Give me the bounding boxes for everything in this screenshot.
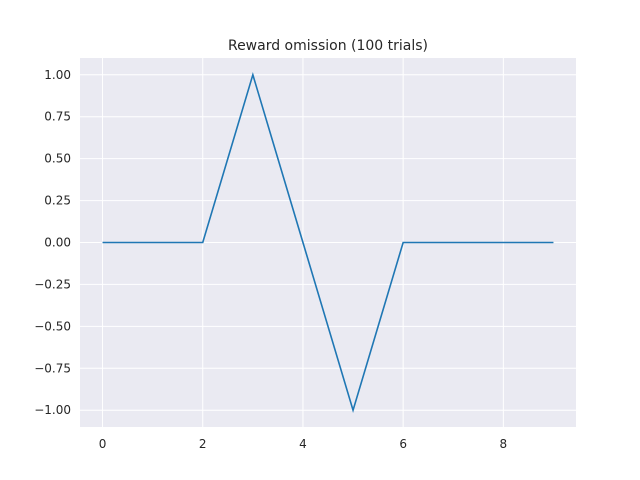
x-tick-label: 8 bbox=[500, 437, 508, 451]
x-tick-label: 2 bbox=[199, 437, 207, 451]
y-tick-label: 1.00 bbox=[44, 68, 71, 82]
x-tick-label: 4 bbox=[299, 437, 307, 451]
y-tick-label: −0.75 bbox=[34, 361, 71, 375]
y-tick-label: 0.75 bbox=[44, 110, 71, 124]
series-line bbox=[102, 71, 554, 414]
y-tick-label: −0.50 bbox=[34, 319, 71, 333]
y-tick-label: −1.00 bbox=[34, 403, 71, 417]
y-axis-ticks: −1.00 −0.75 −0.50 −0.25 0.00 0.25 0.50 0.75 1.00 bbox=[34, 68, 71, 417]
x-tick-label: 6 bbox=[399, 437, 407, 451]
chart-title: Reward omission (100 trials) bbox=[228, 38, 428, 54]
x-tick-label: 0 bbox=[99, 437, 107, 451]
y-tick-label: 0.25 bbox=[44, 194, 71, 208]
y-tick-label: 0.00 bbox=[44, 236, 71, 250]
series-layer bbox=[102, 71, 554, 414]
y-tick-label: 0.50 bbox=[44, 152, 71, 166]
x-axis-ticks: 0 2 4 6 8 bbox=[99, 437, 507, 451]
y-tick-label: −0.25 bbox=[34, 277, 71, 291]
